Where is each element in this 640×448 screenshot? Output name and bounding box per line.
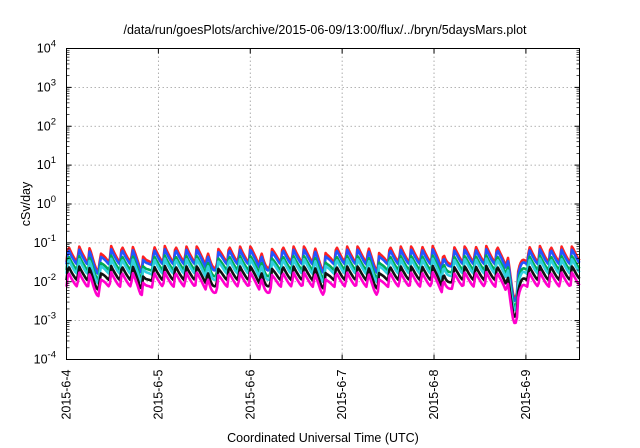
chart-title: /data/run/goesPlots/archive/2015-06-09/1…	[123, 23, 527, 37]
x-tick-label: 2015-6-4	[60, 369, 74, 419]
x-tick-labels: 2015-6-4 2015-6-5 2015-6-6 2015-6-7 2015-6-8…	[60, 369, 533, 419]
y-tick-label: 104	[37, 39, 56, 56]
y-tick-label: 100	[37, 194, 56, 211]
x-axis-label: Coordinated Universal Time (UTC)	[227, 431, 419, 445]
grid	[66, 48, 580, 360]
ticks	[66, 48, 580, 360]
y-tick-label: 102	[37, 116, 56, 133]
y-tick-labels: 10-4 10-3 10-2 10-1 100 101 102 103 104	[34, 39, 56, 367]
x-tick-label: 2015-6-9	[519, 369, 533, 419]
y-tick-label: 10-1	[34, 233, 56, 250]
y-tick-label: 10-2	[34, 272, 56, 289]
x-tick-label: 2015-6-5	[151, 369, 165, 419]
y-axis-label: cSv/day	[19, 181, 33, 226]
series-line-6	[65, 270, 581, 325]
y-tick-label: 103	[37, 77, 56, 94]
y-tick-label: 10-3	[34, 311, 56, 328]
y-tick-label: 101	[37, 155, 56, 172]
x-tick-label: 2015-6-7	[335, 369, 349, 419]
x-tick-label: 2015-6-6	[243, 369, 257, 419]
series-group	[65, 244, 581, 325]
y-tick-label: 10-4	[34, 350, 56, 367]
x-tick-label: 2015-6-8	[427, 369, 441, 419]
